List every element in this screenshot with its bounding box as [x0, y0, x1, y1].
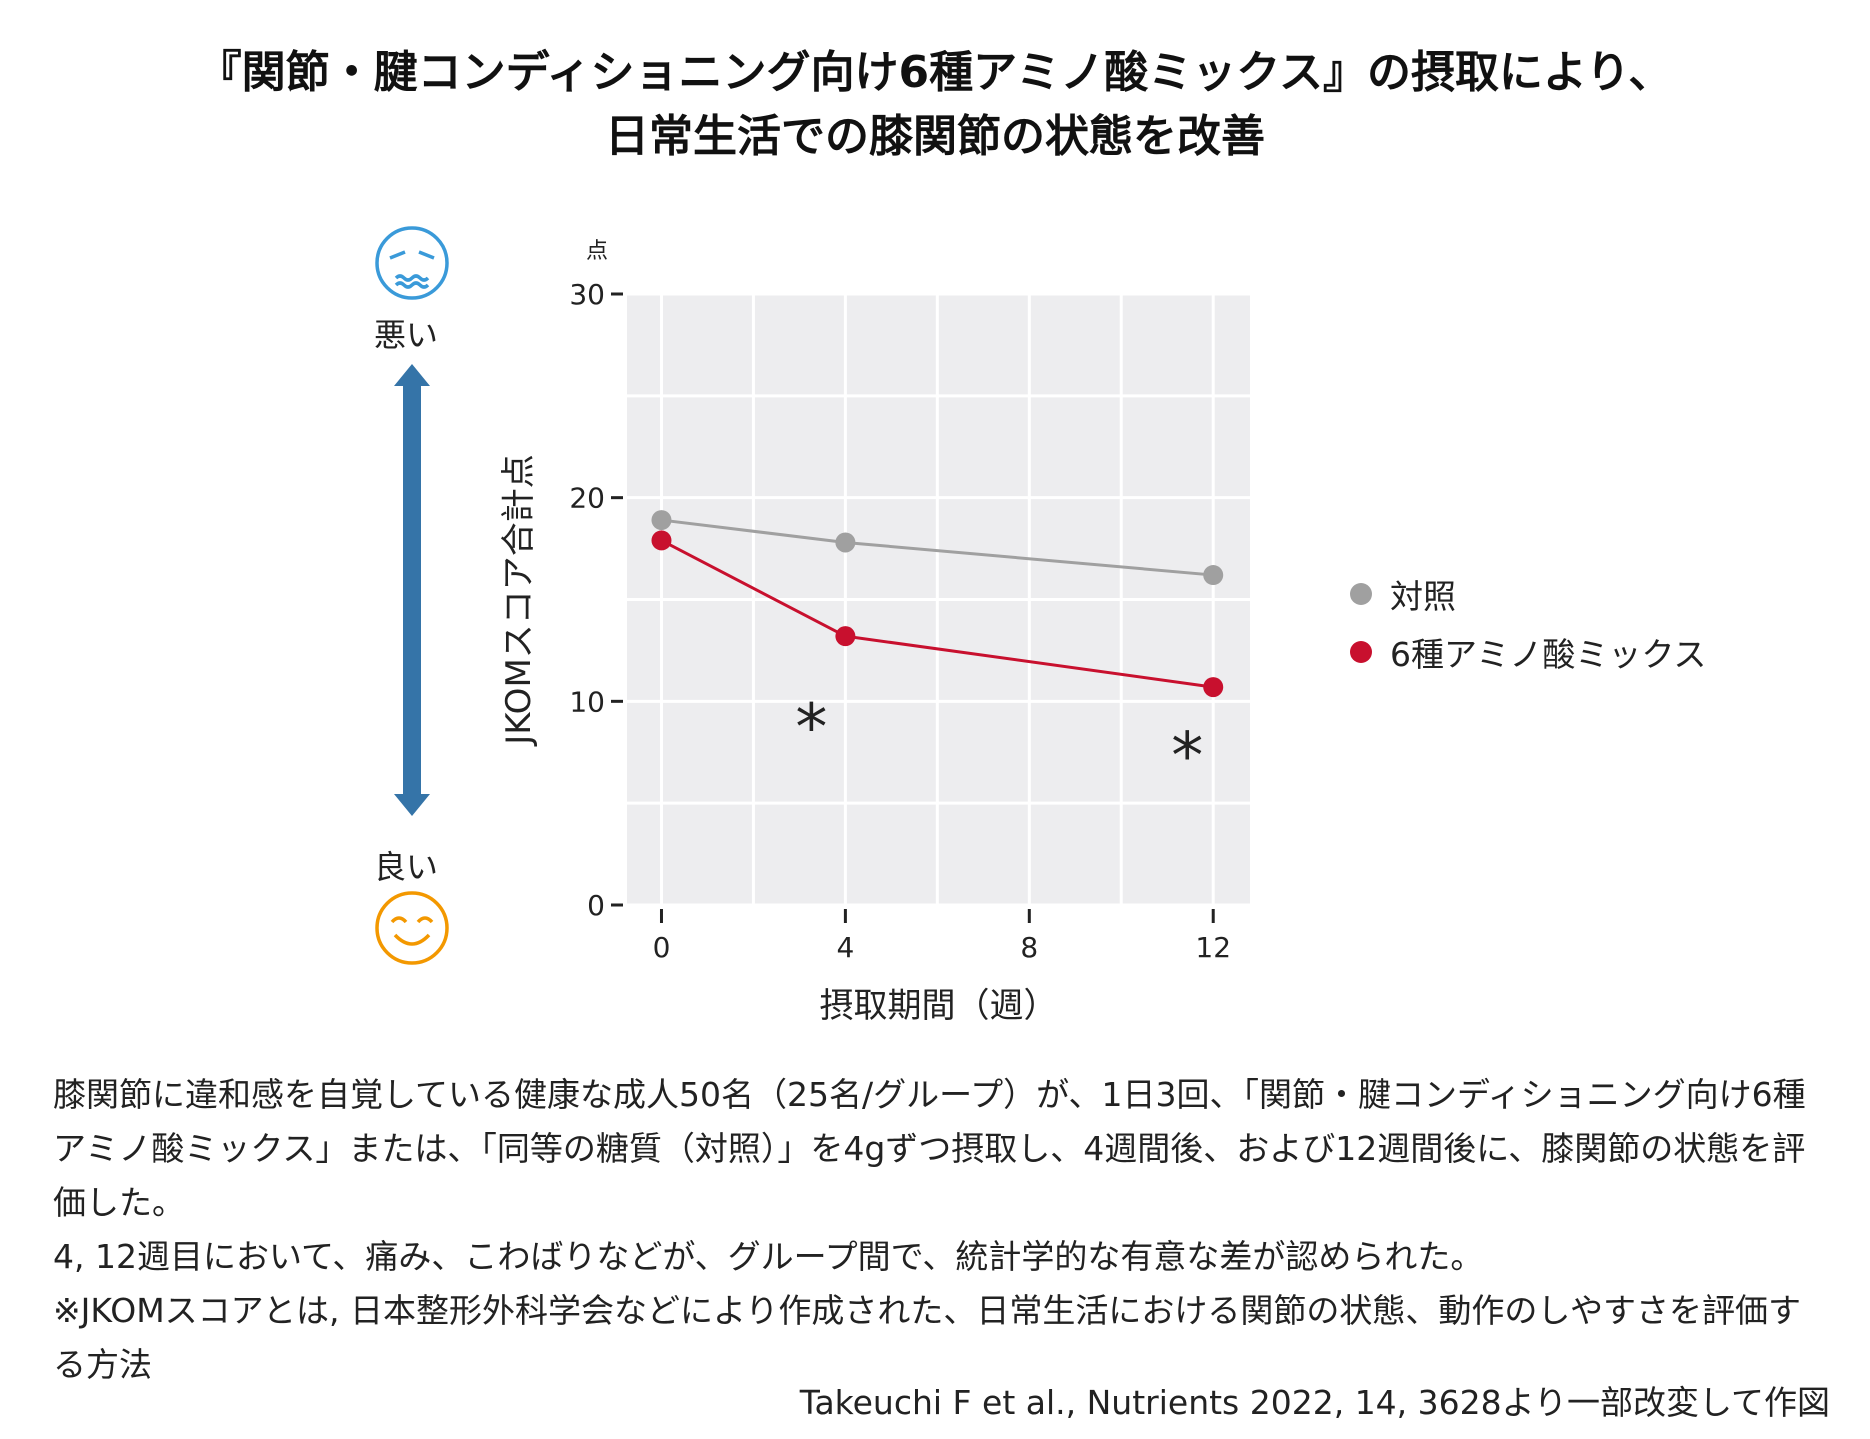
data-point-control: [651, 510, 672, 531]
data-point-control: [835, 532, 856, 553]
description-paragraph: 膝関節に違和感を自覚している健康な成人50名（25名/グループ）が、1日3回、「…: [53, 1075, 1806, 1222]
legend-item-amino: 6種アミノ酸ミックス: [1350, 628, 1706, 676]
scale-label-good: 良い: [374, 848, 439, 886]
data-point-amino: [651, 530, 672, 551]
scale-label-bad: 悪い: [374, 316, 439, 354]
smiling-face-icon: [375, 891, 449, 965]
x-tick-label: 8: [1020, 931, 1038, 964]
citation: Takeuchi F et al., Nutrients 2022, 14, 3…: [799, 1383, 1830, 1422]
legend-marker-control: [1350, 583, 1372, 605]
legend-label-control: 対照: [1390, 577, 1456, 616]
title-line-1: 『関節・腱コンディショニング向け6種アミノ酸ミックス』の摂取により、: [197, 47, 1673, 98]
y-tick-label: 10: [569, 685, 605, 718]
significance-marker: *: [795, 691, 827, 765]
y-axis-title: JKOMスコア合計点: [499, 454, 539, 747]
data-point-amino: [835, 626, 856, 647]
x-tick-label: 0: [653, 931, 671, 964]
significance-marker: *: [1171, 720, 1203, 794]
worried-face-icon: [375, 226, 449, 300]
legend-marker-amino: [1350, 641, 1372, 663]
description-paragraph: ※JKOMスコアとは, 日本整形外科学会などにより作成された、日常生活における関…: [53, 1291, 1801, 1384]
y-tick-label: 30: [569, 278, 605, 311]
description: 膝関節に違和感を自覚している健康な成人50名（25名/グループ）が、1日3回、「…: [53, 1068, 1833, 1392]
legend-item-control: 対照: [1350, 570, 1456, 618]
y-unit-label: 点: [586, 239, 608, 264]
legend-label-amino: 6種アミノ酸ミックス: [1390, 635, 1707, 674]
data-point-amino: [1203, 677, 1224, 698]
x-tick-label: 4: [836, 931, 854, 964]
description-paragraph: 4, 12週目において、痛み、こわばりなどが、グループ間で、統計学的な有意な差が…: [53, 1237, 1484, 1276]
x-axis-title: 摂取期間（週）: [820, 986, 1058, 1026]
x-tick-label: 12: [1195, 931, 1231, 964]
y-tick-label: 0: [587, 889, 605, 922]
double-arrow-icon: [394, 364, 430, 816]
y-tick-label: 20: [569, 482, 605, 515]
data-point-control: [1203, 565, 1224, 586]
title-line-2: 日常生活での膝関節の状態を改善: [605, 111, 1265, 162]
